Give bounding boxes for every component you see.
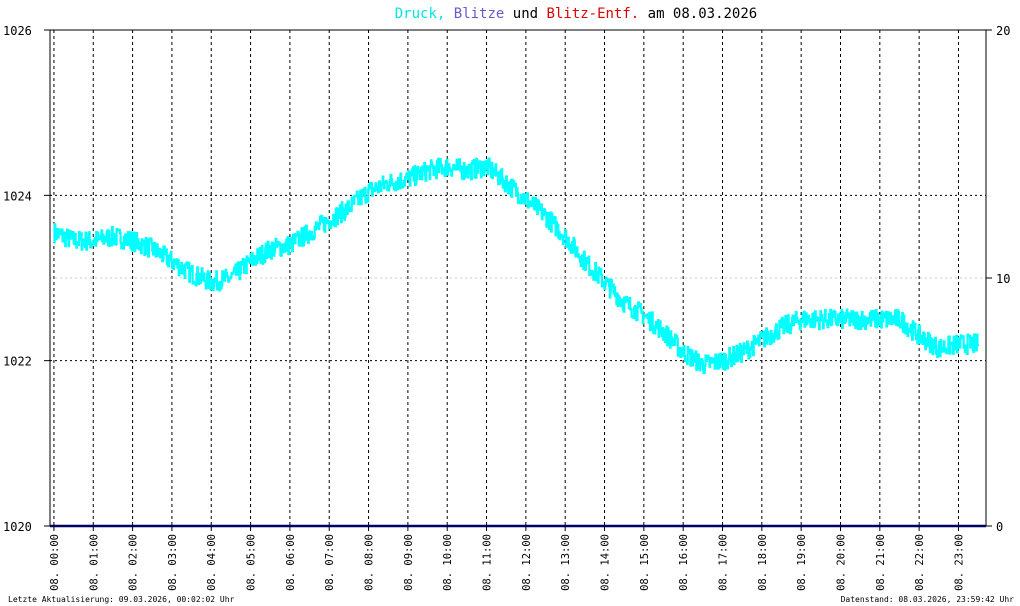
title-part-2: Blitze <box>454 6 505 22</box>
y-right-tick-label: 0 <box>996 520 1003 534</box>
y-axis-right: 0 10 20 <box>986 24 1010 534</box>
y-left-tick-label: 1026 <box>3 24 32 38</box>
x-tick-label: 08. 01:00 <box>88 534 100 591</box>
footer-data-status: Datenstand: 08.03.2026, 23:59:42 Uhr <box>841 595 1015 604</box>
footer-last-update: Letzte Aktualisierung: 09.03.2026, 00:02… <box>8 595 235 604</box>
chart-title: Druck, Blitze und Blitz-Entf. am 08.03.2… <box>395 6 757 22</box>
x-tick-label: 08. 13:00 <box>560 534 572 591</box>
x-tick-label: 08. 15:00 <box>639 534 651 591</box>
x-tick-label: 08. 11:00 <box>482 534 494 591</box>
x-tick-label: 08. 19:00 <box>796 534 808 591</box>
x-tick-label: 08. 10:00 <box>442 534 454 591</box>
x-tick-label: 08. 00:00 <box>49 534 61 591</box>
y-left-tick-label: 1020 <box>3 520 32 534</box>
y-left-tick-label: 1022 <box>3 355 32 369</box>
x-tick-label: 08. 08:00 <box>364 534 376 591</box>
title-part-0: Druck <box>395 6 438 22</box>
y-axis-left: 1020 1022 1024 1026 <box>3 24 50 534</box>
y-right-tick-label: 10 <box>996 272 1010 286</box>
x-tick-label: 08. 20:00 <box>836 534 848 591</box>
x-tick-label: 08. 12:00 <box>521 534 533 591</box>
x-tick-label: 08. 03:00 <box>167 534 179 591</box>
title-part-5: am 08.03.2026 <box>639 6 757 22</box>
x-tick-label: 08. 05:00 <box>246 534 258 591</box>
title-part-3: und <box>504 6 546 22</box>
x-tick-label: 08. 06:00 <box>285 534 297 591</box>
x-tick-label: 08. 18:00 <box>757 534 769 591</box>
x-tick-label: 08. 16:00 <box>678 534 690 591</box>
x-tick-label: 08. 09:00 <box>403 534 415 591</box>
y-right-tick-label: 20 <box>996 24 1010 38</box>
series-layer <box>50 157 986 528</box>
x-tick-label: 08. 02:00 <box>128 534 140 591</box>
title-part-1: , <box>437 6 454 22</box>
y-left-tick-label: 1024 <box>3 189 32 203</box>
x-tick-label: 08. 21:00 <box>875 534 887 591</box>
title-part-4: Blitz-Entf. <box>547 6 640 22</box>
x-tick-label: 08. 17:00 <box>718 534 730 591</box>
x-tick-label: 08. 04:00 <box>206 534 218 591</box>
x-tick-label: 08. 07:00 <box>324 534 336 591</box>
x-tick-label: 08. 22:00 <box>914 534 926 591</box>
x-axis: 08. 00:00 08. 01:00 08. 02:00 08. 03:00 08. … <box>49 526 966 591</box>
grid-lines <box>50 30 986 526</box>
x-tick-label: 08. 23:00 <box>954 534 966 591</box>
x-tick-label: 08. 14:00 <box>600 534 612 591</box>
series-druck-line <box>53 157 980 374</box>
